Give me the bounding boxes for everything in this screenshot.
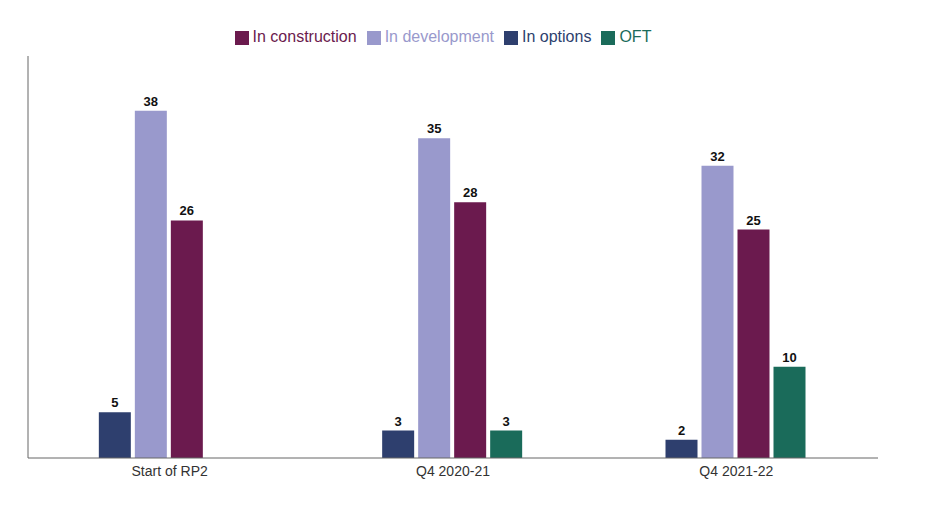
svg-text:25: 25 bbox=[746, 213, 760, 228]
html-text:In construction: In construction bbox=[252, 28, 357, 45]
svg-text:10: 10 bbox=[782, 350, 796, 365]
html-text:In development: In development bbox=[384, 28, 494, 45]
svg-text:26: 26 bbox=[180, 203, 194, 218]
svg-text:32: 32 bbox=[710, 149, 724, 164]
svg-text:Q4 2021-22: Q4 2021-22 bbox=[699, 463, 773, 479]
svg-text:35: 35 bbox=[427, 121, 441, 136]
svg-text:3: 3 bbox=[395, 414, 402, 429]
html-text:In options: In options bbox=[522, 28, 592, 45]
svg-text:5: 5 bbox=[111, 395, 118, 410]
html-text:OFT: OFT bbox=[619, 28, 652, 45]
svg-text:28: 28 bbox=[463, 185, 477, 200]
svg-text:3: 3 bbox=[503, 414, 510, 429]
svg-text:38: 38 bbox=[144, 94, 158, 109]
svg-text:Q4 2020-21: Q4 2020-21 bbox=[416, 463, 490, 479]
svg-text:2: 2 bbox=[678, 423, 685, 438]
svg-text:Start of RP2: Start of RP2 bbox=[132, 463, 208, 479]
